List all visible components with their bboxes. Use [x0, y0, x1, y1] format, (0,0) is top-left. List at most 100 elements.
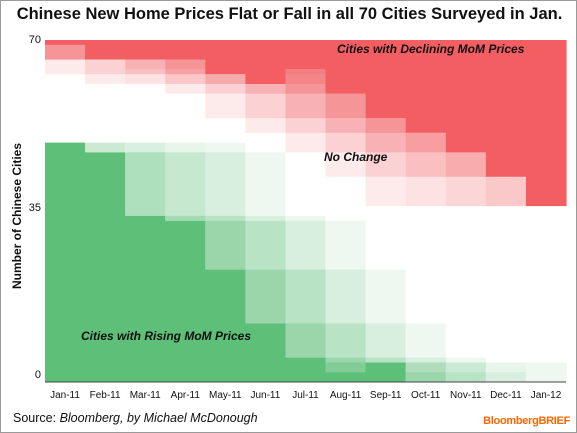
bar-declining — [525, 40, 567, 207]
bar-declining — [45, 40, 86, 45]
bar-declining — [245, 40, 287, 84]
bar-rising-trail — [205, 215, 246, 270]
bar-rising-trail — [325, 362, 367, 373]
bar-declining-trail — [245, 84, 287, 94]
bar-rising-trail — [445, 357, 487, 382]
bar-no-change — [125, 59, 166, 216]
x-tick-label: Nov-11 — [450, 390, 482, 401]
bar-rising-trail — [405, 323, 447, 382]
source-note: Source: Bloomberg, by Michael McDonough — [13, 411, 258, 425]
bar-no-change — [245, 84, 287, 324]
bar-declining-trail — [165, 59, 206, 75]
brand-logo: BloombergBRIEF — [483, 415, 570, 427]
bar-no-change — [405, 132, 447, 382]
bar-declining — [365, 40, 407, 119]
x-tick-label: Feb-11 — [89, 390, 121, 401]
bar-declining-trail — [325, 93, 367, 119]
bar-rising-trail — [245, 269, 287, 324]
bar-declining-trail — [125, 59, 166, 84]
bar-rising — [165, 220, 206, 382]
bar-rising-trail — [325, 269, 367, 373]
bar-rising-trail — [365, 269, 407, 363]
bar-rising-trail — [85, 142, 126, 153]
bar-declining — [485, 40, 527, 177]
bar-rising — [205, 269, 246, 382]
bar-declining-trail — [205, 74, 246, 84]
bar-declining-trail — [45, 44, 86, 60]
bar-no-change — [285, 69, 327, 358]
bar-declining-trail — [45, 44, 86, 75]
bar-rising-trail — [125, 152, 166, 216]
y-tick-label: 0 — [34, 369, 41, 381]
bar-rising-trail — [525, 362, 567, 382]
bar-declining-trail — [85, 59, 126, 75]
x-tick-label: Jul-11 — [292, 390, 319, 401]
chart-title: Chinese New Home Prices Flat or Fall in … — [16, 5, 563, 23]
y-tick-label: 35 — [28, 202, 41, 214]
source-prefix: Source: — [13, 411, 60, 425]
bar-declining-trail — [405, 132, 447, 177]
bar-declining — [325, 40, 367, 94]
x-tick-label: May-11 — [208, 390, 242, 401]
bar-declining-trail — [405, 132, 447, 153]
bar-declining — [85, 40, 126, 60]
bar-declining-trail — [205, 74, 246, 119]
x-tick-label: Jan-11 — [50, 390, 80, 401]
bar-rising-trail — [245, 152, 287, 324]
y-tick-label: 70 — [28, 34, 41, 46]
bar-declining-trail — [205, 74, 246, 94]
bar-rising-trail — [485, 362, 527, 382]
bar-declining-trail — [45, 44, 86, 60]
bar-rising-trail — [205, 142, 246, 270]
bar-declining — [285, 40, 327, 70]
bar-declining — [125, 40, 166, 60]
bar-declining — [165, 40, 206, 60]
bar-rising — [245, 323, 287, 382]
bar-no-change — [365, 118, 407, 363]
bar-no-change — [45, 44, 86, 143]
x-tick-label: Jan-12 — [530, 390, 562, 401]
x-tick-label: Mar-11 — [129, 390, 161, 401]
bar-rising-trail — [405, 372, 447, 382]
bar-no-change — [525, 206, 567, 382]
annotation-rising: Cities with Rising MoM Prices — [81, 329, 252, 343]
x-tick-label: Sep-11 — [369, 390, 402, 401]
bar-declining-trail — [165, 59, 206, 94]
bar-rising — [85, 152, 126, 382]
bar-rising-trail — [325, 220, 367, 373]
bar-rising — [45, 142, 86, 382]
bar-no-change — [205, 74, 246, 270]
bar-no-change — [165, 59, 206, 221]
bar-rising-trail — [405, 357, 447, 382]
bar-declining-trail — [445, 152, 487, 207]
x-tick-label: Apr-11 — [170, 390, 200, 401]
bar-declining-trail — [285, 69, 327, 94]
bar-declining-trail — [325, 93, 367, 153]
bar-rising-trail — [365, 357, 407, 363]
bar-declining-trail — [125, 59, 166, 70]
bar-declining-trail — [285, 69, 327, 84]
bar-declining-trail — [45, 44, 86, 60]
bar-declining-trail — [365, 118, 407, 177]
bar-rising-trail — [325, 357, 367, 373]
bar-declining-trail — [85, 59, 126, 84]
bar-rising — [325, 372, 367, 382]
bar-declining-trail — [245, 84, 287, 119]
annotation-no-change: No Change — [324, 150, 388, 164]
bar-declining-trail — [165, 59, 206, 84]
bar-rising-trail — [485, 372, 527, 382]
bar-rising-trail — [445, 362, 487, 382]
bar-declining-trail — [325, 93, 367, 177]
x-tick-label: Oct-11 — [411, 390, 441, 401]
bar-no-change — [485, 176, 527, 382]
bar-rising-trail — [325, 323, 367, 373]
bar-rising-trail — [245, 215, 287, 324]
bar-declining — [445, 40, 487, 153]
bar-rising-trail — [285, 220, 327, 358]
bar-declining-trail — [125, 59, 166, 75]
bar-declining-trail — [485, 176, 527, 207]
bar-declining-trail — [285, 69, 327, 75]
bar-no-change — [445, 152, 487, 382]
